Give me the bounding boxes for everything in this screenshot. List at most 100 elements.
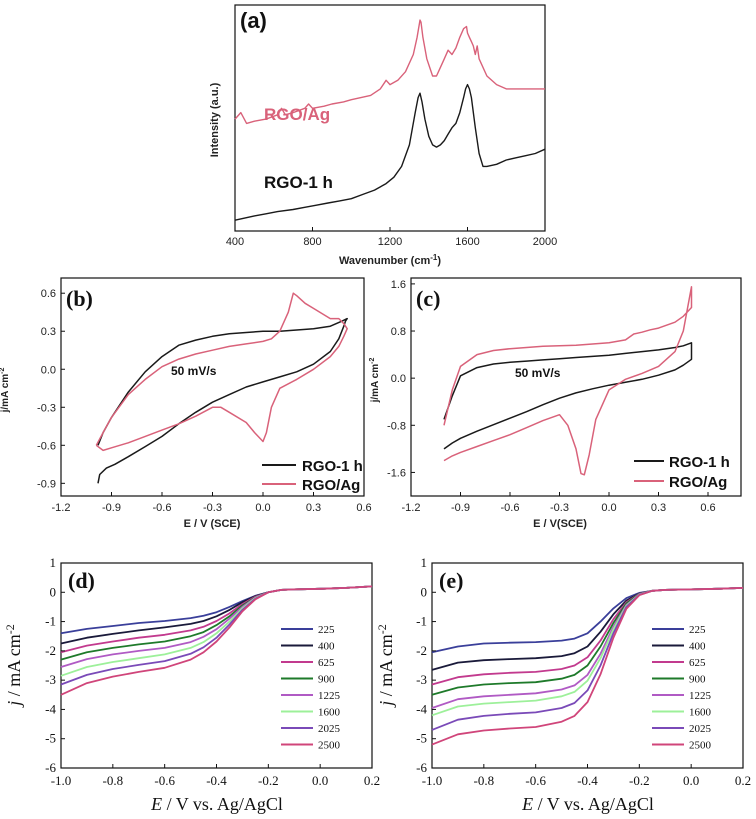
panel-d-x-tick-label: 0.0	[312, 773, 328, 788]
panel-a-x-tick-label: 1600	[455, 236, 479, 248]
panel-b-plot-area	[95, 292, 348, 484]
panel-b-y-ticks: -0.9 -0.6 -0.3 0.0 0.3 0.6	[37, 288, 65, 490]
panel-d-legend-1600: 1600	[318, 707, 341, 719]
panel-b-legend-rgo-ag: RGO/Ag	[302, 477, 360, 494]
panel-c-y-axis-label-main: j/mA cm	[370, 364, 381, 404]
panel-b-y-axis-label-main: j/mA cm	[0, 374, 11, 414]
panel-d-x-tick-label: -0.8	[103, 773, 124, 788]
panel-d-y-tick-label: 1	[50, 555, 57, 570]
panel-b-legend: RGO-1 h RGO/Ag	[262, 458, 363, 494]
panel-d-series-2500	[60, 585, 373, 696]
panel-e-legend-1225: 1225	[689, 690, 712, 702]
panel-d-x-tick-label: -0.4	[206, 773, 227, 788]
panel-e-y-tick-label: -5	[416, 731, 427, 746]
panel-a-series-label-rgo-ag: RGO/Ag	[264, 105, 330, 124]
panel-d-label: (d)	[68, 568, 95, 593]
panel-b-scan-rate: 50 mV/s	[171, 364, 217, 378]
panel-e-y-ticks: 1 0 -1 -2 -3 -4 -5 -6	[416, 555, 436, 775]
panel-c-frame	[410, 277, 742, 497]
panel-a-x-tick-label: 2000	[533, 236, 557, 248]
panel-c-series-rgo-ag	[443, 286, 693, 476]
panel-b-x-tick-label: -0.3	[203, 502, 222, 514]
panel-d-x-tick-label: 0.2	[364, 773, 380, 788]
panel-e-x-axis-label: E / V vs. Ag/AgCl	[521, 794, 654, 814]
panel-e-legend-900: 900	[689, 674, 706, 686]
panel-b-x-tick-label: -0.9	[102, 502, 121, 514]
panel-d-legend-225: 225	[318, 624, 335, 636]
panel-e-y-tick-label: -1	[416, 614, 427, 629]
panel-e-y-tick-label: -2	[416, 643, 427, 658]
panel-c-plot-area	[443, 286, 693, 476]
panel-b-series-rgo-ag	[95, 292, 348, 452]
panel-b-x-ticks: -1.2 -0.9 -0.6 -0.3 0.0 0.3 0.6	[52, 492, 372, 514]
panel-a-x-tick-label: 800	[303, 236, 321, 248]
panel-c-x-axis-label: E / V(SCE)	[533, 518, 587, 530]
panel-e-plot-area	[431, 587, 744, 746]
panel-a-x-axis-label: Wavenumber (cm-1)	[339, 253, 441, 267]
panel-b-x-axis-label: E / V (SCE)	[184, 518, 241, 530]
panel-e-x-tick-label: -1.0	[422, 773, 443, 788]
panel-d-y-tick-label: -3	[45, 672, 56, 687]
panel-c-legend-rgo-ag: RGO/Ag	[669, 474, 727, 491]
panel-c-x-tick-label: 0.0	[601, 502, 616, 514]
panel-e-legend-625: 625	[689, 657, 706, 669]
panel-e-x-ticks: -1.0 -0.8 -0.6 -0.4 -0.2 0.0 0.2	[422, 764, 751, 788]
panel-d-legend-1225: 1225	[318, 690, 341, 702]
panel-b-y-tick-label: -0.6	[37, 440, 56, 452]
panel-b-x-tick-label: -1.2	[52, 502, 71, 514]
panel-e-series-625	[431, 587, 744, 686]
panel-c-y-tick-label: 1.6	[391, 279, 406, 291]
panel-b-y-tick-label: -0.3	[37, 402, 56, 414]
panel-c-x-tick-label: -1.2	[402, 502, 421, 514]
panel-e-legend-2025: 2025	[689, 723, 712, 735]
panel-c-y-tick-label: -0.8	[387, 420, 406, 432]
panel-e-legend-1600: 1600	[689, 707, 712, 719]
panel-e-y-tick-label: 1	[421, 555, 428, 570]
panel-c-y-tick-label: -1.6	[387, 467, 406, 479]
panel-d-plot-area	[60, 585, 373, 696]
panel-a-series-rgo-ag	[234, 19, 545, 125]
panel-c-cv: (c) -1.2 -0.9 -0.6 -0.3 0.0 0.3 0.6 -1.6 -0.8 0.…	[369, 277, 742, 530]
panel-a-x-axis-label-end: )	[437, 255, 441, 267]
panel-a-x-axis-label-main: Wavenumber (cm	[339, 255, 431, 267]
panel-e-x-tick-label: 0.2	[735, 773, 751, 788]
panel-b-cv: (b) -1.2 -0.9 -0.6 -0.3 0.0 0.3 0.6 -0.9-0.6-0…	[0, 277, 372, 530]
panel-a-series-label-rgo-1h: RGO-1 h	[264, 173, 333, 192]
panel-e-series-2500	[431, 587, 744, 746]
panel-c-x-tick-label: 0.6	[700, 502, 715, 514]
panel-c-x-ticks: -1.2 -0.9 -0.6 -0.3 0.0 0.3 0.6	[402, 492, 716, 514]
panel-d-y-axis-label: j / mA cm-2	[3, 624, 24, 708]
panel-c-scan-rate: 50 mV/s	[515, 366, 561, 380]
panel-a-series-rgo-1h	[234, 83, 546, 221]
panel-c-y-axis-label: j/mA cm-2	[369, 358, 381, 404]
panel-d-x-ticks: -1.0 -0.8 -0.6 -0.4 -0.2 0.0 0.2	[51, 764, 380, 788]
panel-e-legend: 225 400 625 900 1225 1600 2025 2500	[652, 624, 712, 752]
panel-b-x-tick-label: -0.6	[153, 502, 172, 514]
panel-c-y-ticks: -1.6 -0.8 0.0 0.8 1.6	[387, 279, 415, 479]
panel-d-x-axis-label: E / V vs. Ag/AgCl	[150, 794, 283, 814]
panel-a-x-axis-label-sup: -1	[430, 253, 438, 262]
panel-c-x-tick-label: -0.3	[550, 502, 569, 514]
panel-b-x-tick-label: 0.0	[255, 502, 270, 514]
panel-b-x-tick-label: 0.3	[306, 502, 321, 514]
panel-c-series-rgo-1h	[443, 342, 693, 450]
panel-d-x-tick-label: -1.0	[51, 773, 72, 788]
panel-d-legend-625: 625	[318, 657, 335, 669]
panel-d-y-tick-label: 0	[50, 584, 57, 599]
panel-b-legend-rgo-1h: RGO-1 h	[302, 458, 363, 475]
panel-c-y-tick-label: 0.0	[391, 373, 406, 385]
panel-b-y-tick-label: 0.6	[41, 288, 56, 300]
panel-e-x-tick-label: 0.0	[683, 773, 699, 788]
panel-d-y-tick-label: -6	[45, 760, 56, 775]
panel-d-y-ticks: 1 0 -1 -2 -3 -4 -5 -6	[45, 555, 65, 775]
panel-e-legend-400: 400	[689, 641, 706, 653]
panel-a-y-axis-label: Intensity (a.u.)	[209, 82, 221, 157]
panel-b-y-tick-label: 0.0	[41, 364, 56, 376]
panel-a-raman: (a) 400 800 1200 1600 2000 Intensity (a.u.) …	[209, 4, 557, 267]
panel-d-legend-2025: 2025	[318, 723, 341, 735]
panel-b-y-axis-label: j/mA cm-2	[0, 368, 11, 414]
panel-e-y-tick-label: -4	[416, 701, 427, 716]
panel-e-x-tick-label: -0.2	[629, 773, 650, 788]
panel-e-x-tick-label: -0.8	[474, 773, 495, 788]
